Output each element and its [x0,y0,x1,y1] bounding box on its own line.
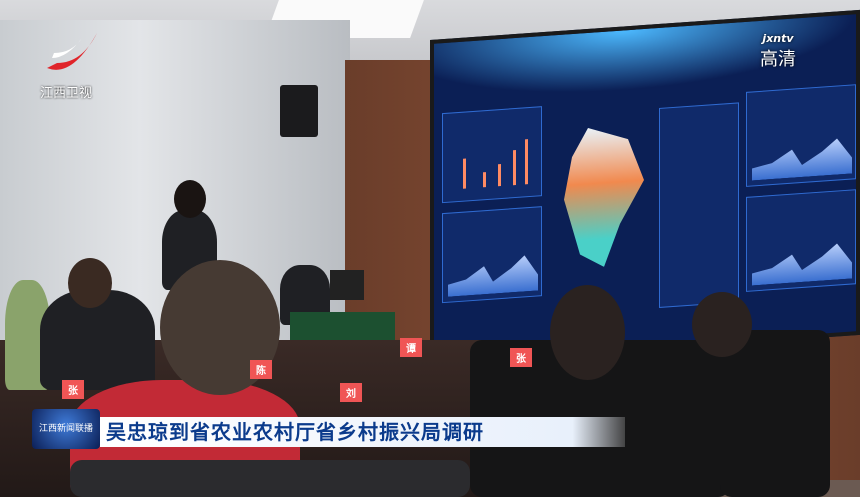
presenter-head [174,180,206,218]
news-caption: 吴忠琼到省农业农村厅省乡村振兴局调研 [100,417,625,447]
wall-speaker [280,85,318,137]
trend-panel [746,189,856,292]
bar-chart-panel [442,106,542,204]
hd-watermark: jxntv 高清 [760,32,796,71]
area-chart [448,250,538,296]
program-badge: 江西新闻联播 [32,409,100,449]
bar [483,172,486,188]
bar [513,149,516,186]
name-plate: 张 [510,348,532,367]
jiangxi-tv-logo [47,33,97,70]
attendee-head [550,285,625,380]
attendee-head [692,292,752,357]
bar [498,164,501,187]
attendee [40,290,155,390]
chair [720,330,830,497]
name-plate: 张 [62,380,84,399]
area-chart [752,133,852,180]
list-panel [659,102,739,308]
name-plate: 陈 [250,360,272,379]
area-chart [752,238,852,285]
attendee-head [68,258,112,308]
bar [525,139,528,185]
name-plate: 刘 [340,383,362,402]
province-map [564,124,644,270]
channel-logo-text: 江西卫视 [40,86,93,101]
area-chart-panel [442,206,542,304]
trend-panel [746,84,856,187]
hd-label: 高清 [760,49,796,70]
brand-watermark: jxntv [762,32,794,45]
name-plate: 谭 [400,338,422,357]
bar [463,158,466,189]
chair [70,460,470,497]
monitor [330,270,364,300]
